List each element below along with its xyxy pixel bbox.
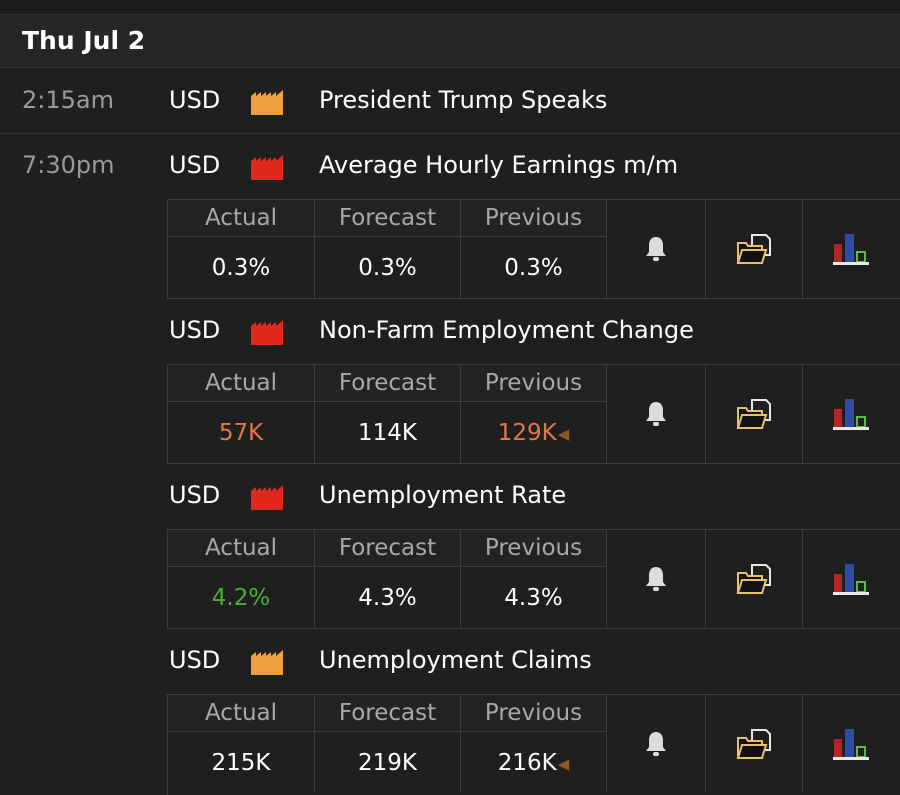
revised-arrow-icon: ◀ (557, 754, 570, 773)
actual-cell: Actual 0.3% (168, 200, 315, 298)
event-row[interactable]: 2:15am USD President Trump Speaks (0, 70, 900, 134)
event-title[interactable]: Average Hourly Earnings m/m (319, 151, 679, 179)
event-currency: USD (169, 646, 221, 674)
forecast-cell: Forecast 4.3% (315, 530, 461, 628)
alert-button[interactable] (607, 530, 706, 628)
event-currency: USD (169, 316, 221, 344)
forecast-cell: Forecast 0.3% (315, 200, 461, 298)
event-row[interactable]: 7:30pm USD Average Hourly Earnings m/m (0, 135, 900, 199)
alert-button[interactable] (607, 365, 706, 463)
bell-icon (646, 567, 666, 591)
forecast-cell: Forecast 219K (315, 695, 461, 793)
revised-arrow-icon: ◀ (557, 424, 570, 443)
actual-cell: Actual 4.2% (168, 530, 315, 628)
event-detail-table: Actual 215K Forecast 219K Previous 216K◀ (167, 694, 900, 795)
event-currency: USD (169, 151, 221, 179)
previous-cell: Previous 129K◀ (461, 365, 607, 463)
previous-label: Previous (461, 695, 606, 732)
previous-value: 216K (497, 750, 557, 776)
event-row[interactable]: USD Unemployment Claims (0, 630, 900, 694)
event-time: 7:30pm (22, 151, 115, 179)
bar-chart-icon (833, 564, 869, 595)
chart-button[interactable] (803, 200, 900, 298)
folder-icon (736, 564, 771, 594)
bell-icon (646, 237, 666, 261)
date-header-label: Thu Jul 2 (22, 26, 146, 55)
bell-icon (646, 402, 666, 426)
actual-label: Actual (168, 695, 314, 732)
impact-high-icon (250, 153, 284, 181)
bell-icon (646, 732, 666, 756)
chart-button[interactable] (803, 695, 900, 793)
event-title[interactable]: Non-Farm Employment Change (319, 316, 694, 344)
actual-value: 0.3% (211, 255, 271, 281)
details-button[interactable] (706, 365, 803, 463)
actual-label: Actual (168, 530, 314, 567)
bar-chart-icon (833, 234, 869, 265)
actual-value: 215K (211, 750, 271, 776)
forecast-label: Forecast (315, 200, 460, 237)
event-currency: USD (169, 481, 221, 509)
event-detail-table: Actual 57K Forecast 114K Previous 129K◀ (167, 364, 900, 464)
forecast-cell: Forecast 114K (315, 365, 461, 463)
details-button[interactable] (706, 695, 803, 793)
bar-chart-icon (833, 729, 869, 760)
forecast-value: 4.3% (358, 585, 417, 611)
event-detail-table: Actual 0.3% Forecast 0.3% Previous 0.3% (167, 199, 900, 299)
forecast-value: 219K (358, 750, 417, 776)
actual-value: 4.2% (211, 585, 271, 611)
actual-label: Actual (168, 200, 314, 237)
previous-cell: Previous 216K◀ (461, 695, 607, 793)
event-detail-table: Actual 4.2% Forecast 4.3% Previous 4.3% (167, 529, 900, 629)
folder-icon (736, 729, 771, 759)
chart-button[interactable] (803, 530, 900, 628)
actual-cell: Actual 215K (168, 695, 315, 793)
forecast-label: Forecast (315, 695, 460, 732)
previous-value: 0.3% (504, 255, 563, 281)
event-title[interactable]: Unemployment Rate (319, 481, 567, 509)
forecast-label: Forecast (315, 365, 460, 402)
alert-button[interactable] (607, 695, 706, 793)
row-divider (0, 133, 900, 134)
previous-cell: Previous 0.3% (461, 200, 607, 298)
folder-icon (736, 399, 771, 429)
details-button[interactable] (706, 200, 803, 298)
top-bar (0, 0, 900, 14)
impact-medium-icon (250, 648, 284, 676)
event-row[interactable]: USD Unemployment Rate (0, 465, 900, 529)
previous-value-wrap: 129K◀ (461, 402, 606, 463)
forecast-value: 114K (358, 420, 417, 446)
forecast-label: Forecast (315, 530, 460, 567)
previous-value: 4.3% (504, 585, 563, 611)
actual-value: 57K (218, 420, 264, 446)
impact-medium-icon (250, 88, 284, 116)
event-row[interactable]: USD Non-Farm Employment Change (0, 300, 900, 364)
previous-value: 129K (497, 420, 557, 446)
event-currency: USD (169, 86, 221, 114)
impact-high-icon (250, 483, 284, 511)
chart-button[interactable] (803, 365, 900, 463)
actual-cell: Actual 57K (168, 365, 315, 463)
previous-label: Previous (461, 530, 606, 567)
previous-cell: Previous 4.3% (461, 530, 607, 628)
event-time: 2:15am (22, 86, 114, 114)
alert-button[interactable] (607, 200, 706, 298)
forecast-value: 0.3% (358, 255, 417, 281)
details-button[interactable] (706, 530, 803, 628)
previous-label: Previous (461, 365, 606, 402)
event-title[interactable]: Unemployment Claims (319, 646, 592, 674)
bar-chart-icon (833, 399, 869, 430)
folder-icon (736, 234, 771, 264)
date-header: Thu Jul 2 (0, 14, 900, 68)
previous-label: Previous (461, 200, 606, 237)
event-title[interactable]: President Trump Speaks (319, 86, 608, 114)
actual-label: Actual (168, 365, 314, 402)
impact-high-icon (250, 318, 284, 346)
previous-value-wrap: 216K◀ (461, 732, 606, 793)
